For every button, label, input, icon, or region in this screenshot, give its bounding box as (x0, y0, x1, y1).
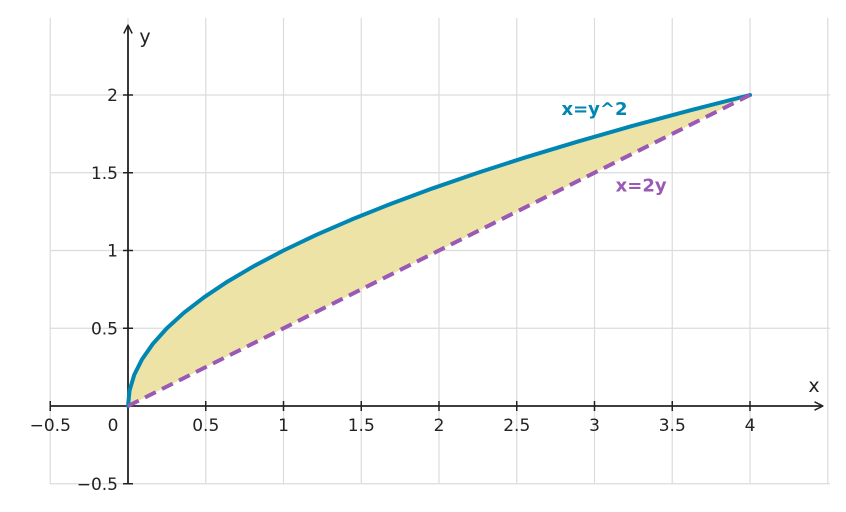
x-tick-label: 2.5 (503, 416, 530, 436)
series-line-parabola (126, 93, 752, 408)
tick-labels: −0.5 0 0.5 1 1.5 2 2.5 3 3.5 4 −0.5 0.5 1 1.5 2 x y (30, 26, 820, 495)
x-tick-label: 1 (278, 416, 289, 436)
series-line-line (127, 93, 751, 408)
x-tick-label: 1.5 (348, 416, 375, 436)
x-tick-label: 0 (108, 416, 119, 436)
curve-label: x=y^2 (561, 99, 627, 120)
x-axis-label: x (808, 375, 819, 397)
y-tick-label: 2 (107, 86, 118, 106)
y-tick-label: −0.5 (77, 475, 118, 495)
x-tick-label: −0.5 (30, 416, 71, 436)
curve-label: x=2y (616, 175, 667, 196)
x-tick-label: 3 (589, 416, 600, 436)
x-tick-label: 2 (434, 416, 445, 436)
y-tick-label: 1.5 (91, 164, 118, 184)
series-layer (126, 93, 752, 408)
x-tick-label: 4 (745, 416, 756, 436)
x-tick-label: 0.5 (192, 416, 219, 436)
y-axis-label: y (139, 26, 150, 48)
annotations: x=y^2 x=2y (561, 99, 666, 196)
y-tick-label: 1 (107, 242, 118, 262)
x-tick-label: 3.5 (659, 416, 686, 436)
y-tick-label: 0.5 (91, 319, 118, 339)
